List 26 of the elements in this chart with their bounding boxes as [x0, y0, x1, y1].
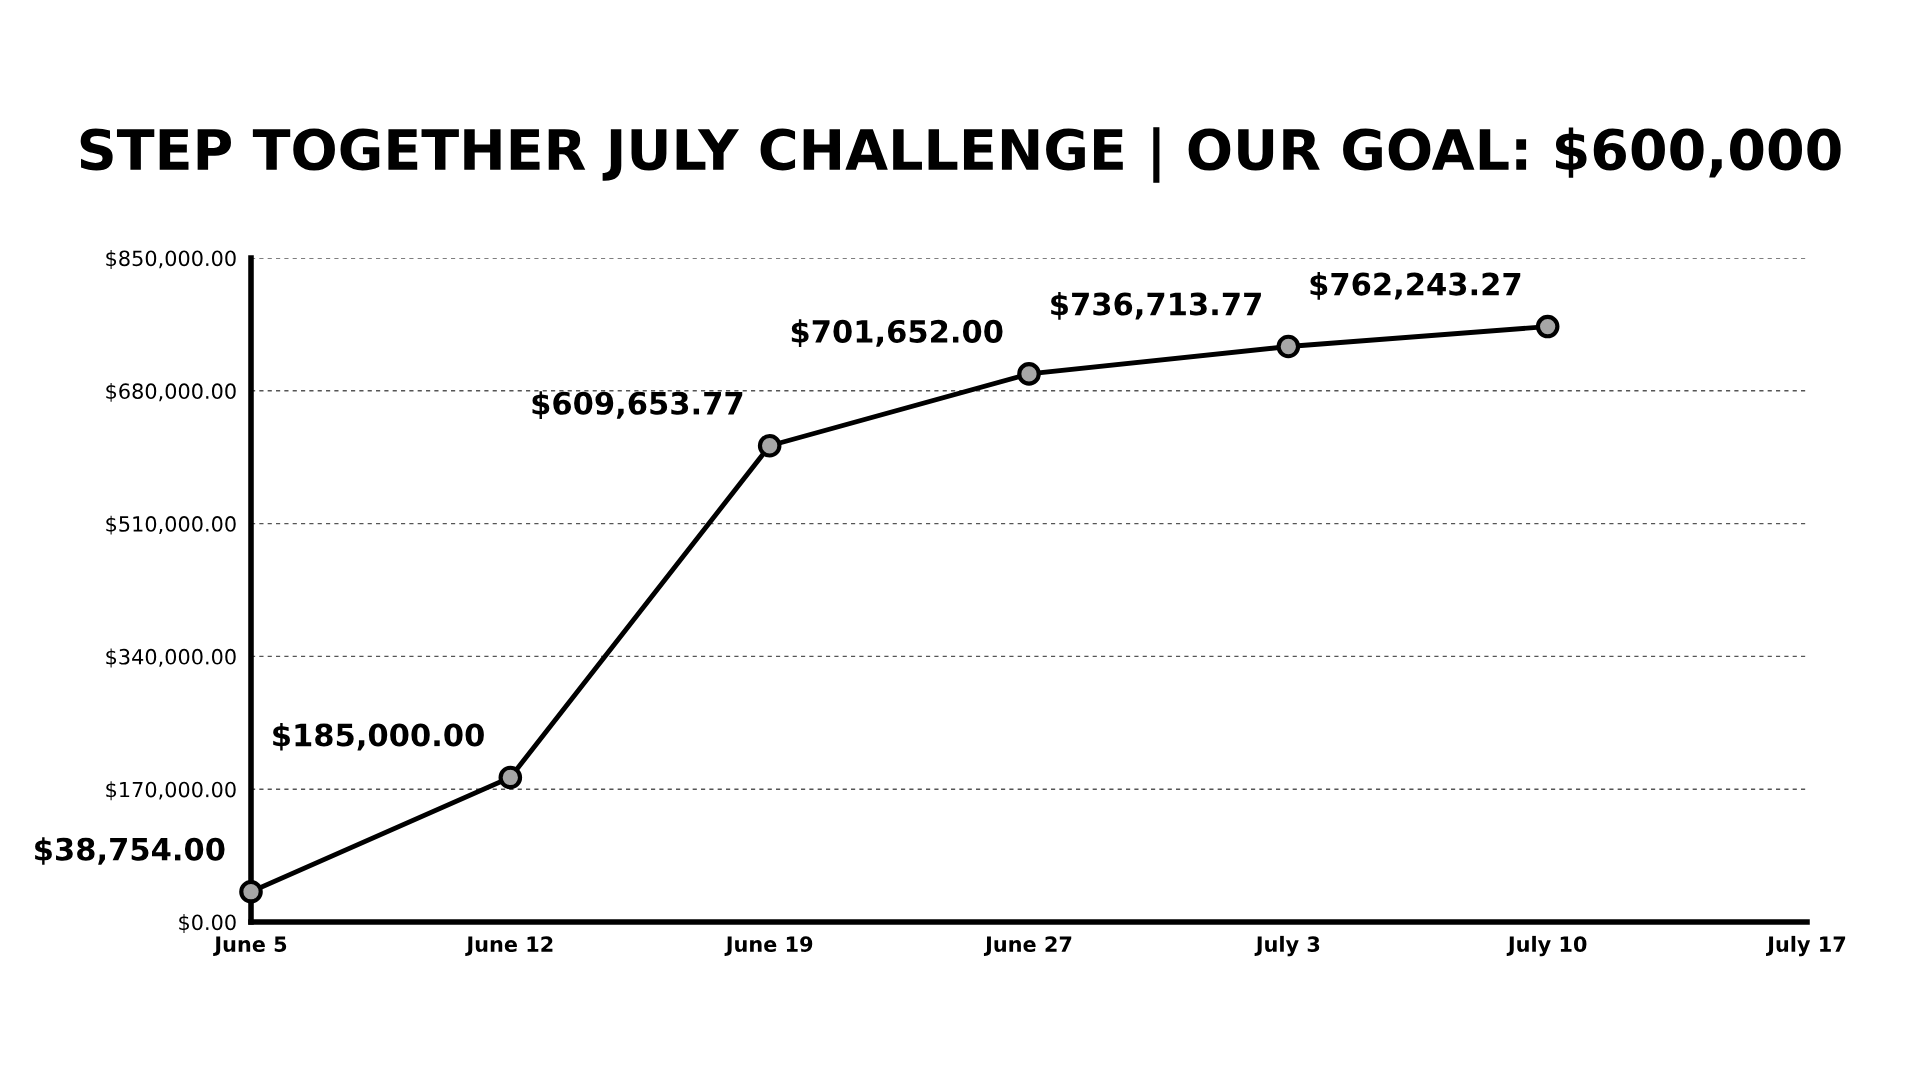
- data-label: $762,243.27: [1310, 271, 1521, 300]
- x-tick-label: July 10: [1506, 935, 1587, 957]
- point: [757, 433, 782, 458]
- data-label: $185,000.00: [273, 722, 484, 751]
- y-tick-label: $510,000.00: [106, 515, 236, 535]
- y-tick-label: $0.00: [179, 914, 236, 933]
- y-tick-label: $680,000.00: [106, 382, 236, 402]
- point: [498, 765, 523, 790]
- point: [1017, 362, 1041, 386]
- x-tick-label: June 12: [465, 936, 553, 956]
- data-label: $701,652.00: [791, 319, 1003, 348]
- x-tick-label: June 19: [724, 936, 813, 956]
- point: [1535, 314, 1560, 339]
- y-tick-label: $170,000.00: [106, 781, 236, 801]
- data-label: $609,653.77: [532, 391, 743, 419]
- x-tick-label: July 17: [1766, 935, 1846, 957]
- chart-title: STEP TOGETHER JULY CHALLENGE | OUR GOAL: $600,000: [80, 127, 1841, 183]
- point: [1276, 334, 1301, 359]
- data-label: $38,754.00: [35, 837, 225, 865]
- x-tick-label: June 27: [983, 936, 1072, 956]
- y-tick-label: $850,000.00: [106, 250, 236, 269]
- y-tick-label: $340,000.00: [106, 648, 236, 668]
- data-label: $736,713.77: [1051, 291, 1261, 320]
- x-tick-label: July 3: [1254, 935, 1320, 957]
- x-tick-label: June 5: [213, 936, 287, 956]
- point: [239, 879, 263, 904]
